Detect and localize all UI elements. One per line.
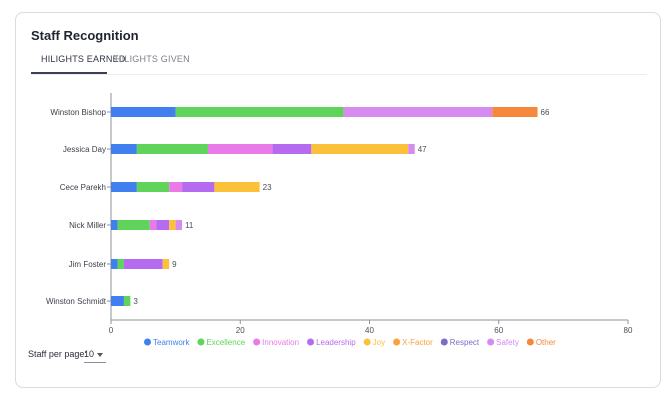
bar-segment-innovation: [207, 144, 273, 154]
tab-hilights-earned[interactable]: HILIGHTS EARNED: [41, 54, 126, 64]
legend-swatch: [393, 338, 401, 346]
bar-segment-teamwork: [111, 107, 176, 117]
per-page-label: Staff per page:: [28, 349, 87, 359]
bar-segment-excellence: [117, 220, 150, 230]
bar-segment-excellence: [136, 182, 170, 192]
legend-label: Innovation: [262, 338, 299, 347]
legend-swatch: [307, 338, 315, 346]
legend-swatch: [363, 338, 371, 346]
bar-segment-leadership: [156, 220, 170, 230]
x-tick-label: 80: [624, 326, 633, 335]
y-tick-label: Jessica Day: [63, 145, 106, 154]
legend-label: X-Factor: [402, 338, 433, 347]
per-page-value: 10: [84, 349, 95, 359]
x-tick-label: 0: [109, 326, 114, 335]
legend-swatch: [440, 338, 448, 346]
legend-label: Safety: [496, 338, 519, 347]
y-tick-label: Nick Miller: [69, 221, 106, 230]
legend-label: Teamwork: [153, 338, 190, 347]
bar-segment-leadership: [123, 259, 163, 269]
bar-segment-teamwork: [111, 182, 137, 192]
per-page-select[interactable]: 10: [84, 348, 106, 363]
bar-segment-teamwork: [111, 296, 124, 306]
bar-segment-teamwork: [111, 144, 137, 154]
bar-segment-teamwork: [111, 220, 118, 230]
bar-segment-safety: [175, 220, 183, 230]
data-label-total: 3: [133, 297, 138, 306]
bar-segment-joy: [311, 144, 409, 154]
legend-swatch: [144, 338, 151, 346]
bar-segment-excellence: [117, 259, 124, 269]
data-label-total: 66: [541, 108, 550, 117]
legend-label: Leadership: [316, 338, 356, 347]
staff-recognition-card: Staff Recognition HILIGHTS EARNED HILIGH…: [15, 12, 661, 388]
active-tab-indicator: [31, 72, 107, 74]
tab-hilights-given[interactable]: HILIGHTS GIVEN: [115, 54, 190, 64]
legend-label: Excellence: [206, 338, 245, 347]
bar-segment-safety: [408, 144, 415, 154]
legend-swatch: [197, 338, 205, 346]
legend-swatch: [253, 338, 261, 346]
bar-segment-teamwork: [111, 259, 118, 269]
x-tick-label: 20: [236, 326, 245, 335]
x-tick-label: 60: [494, 326, 503, 335]
bar-segment-leadership: [272, 144, 312, 154]
data-label-total: 47: [418, 145, 427, 154]
legend-label: Joy: [373, 338, 385, 347]
data-label-total: 9: [172, 260, 177, 269]
data-label-total: 11: [185, 221, 194, 230]
bar-segment-safety: [343, 107, 493, 117]
y-tick-label: Winston Bishop: [50, 108, 106, 117]
y-tick-label: Cece Parekh: [60, 183, 106, 192]
card-title: Staff Recognition: [31, 28, 139, 43]
bar-segment-leadership: [182, 182, 215, 192]
bar-segment-joy: [162, 259, 170, 269]
tab-divider: [31, 74, 647, 75]
legend-swatch: [487, 338, 495, 346]
bar-segment-excellence: [136, 144, 208, 154]
y-tick-label: Jim Foster: [69, 260, 107, 269]
bar-segment-joy: [214, 182, 260, 192]
x-tick-label: 40: [365, 326, 374, 335]
legend-label: Other: [536, 338, 556, 347]
data-label-total: 23: [263, 183, 272, 192]
bar-segment-innovation: [169, 182, 183, 192]
y-tick-label: Winston Schmidt: [46, 297, 107, 306]
chevron-down-icon: [97, 353, 103, 357]
legend-label: Respect: [450, 338, 480, 347]
legend-swatch: [526, 338, 534, 346]
bar-segment-other: [492, 107, 538, 117]
bar-segment-excellence: [123, 296, 131, 306]
bar-segment-innovation: [149, 220, 157, 230]
bar-segment-joy: [169, 220, 176, 230]
bar-segment-excellence: [175, 107, 344, 117]
